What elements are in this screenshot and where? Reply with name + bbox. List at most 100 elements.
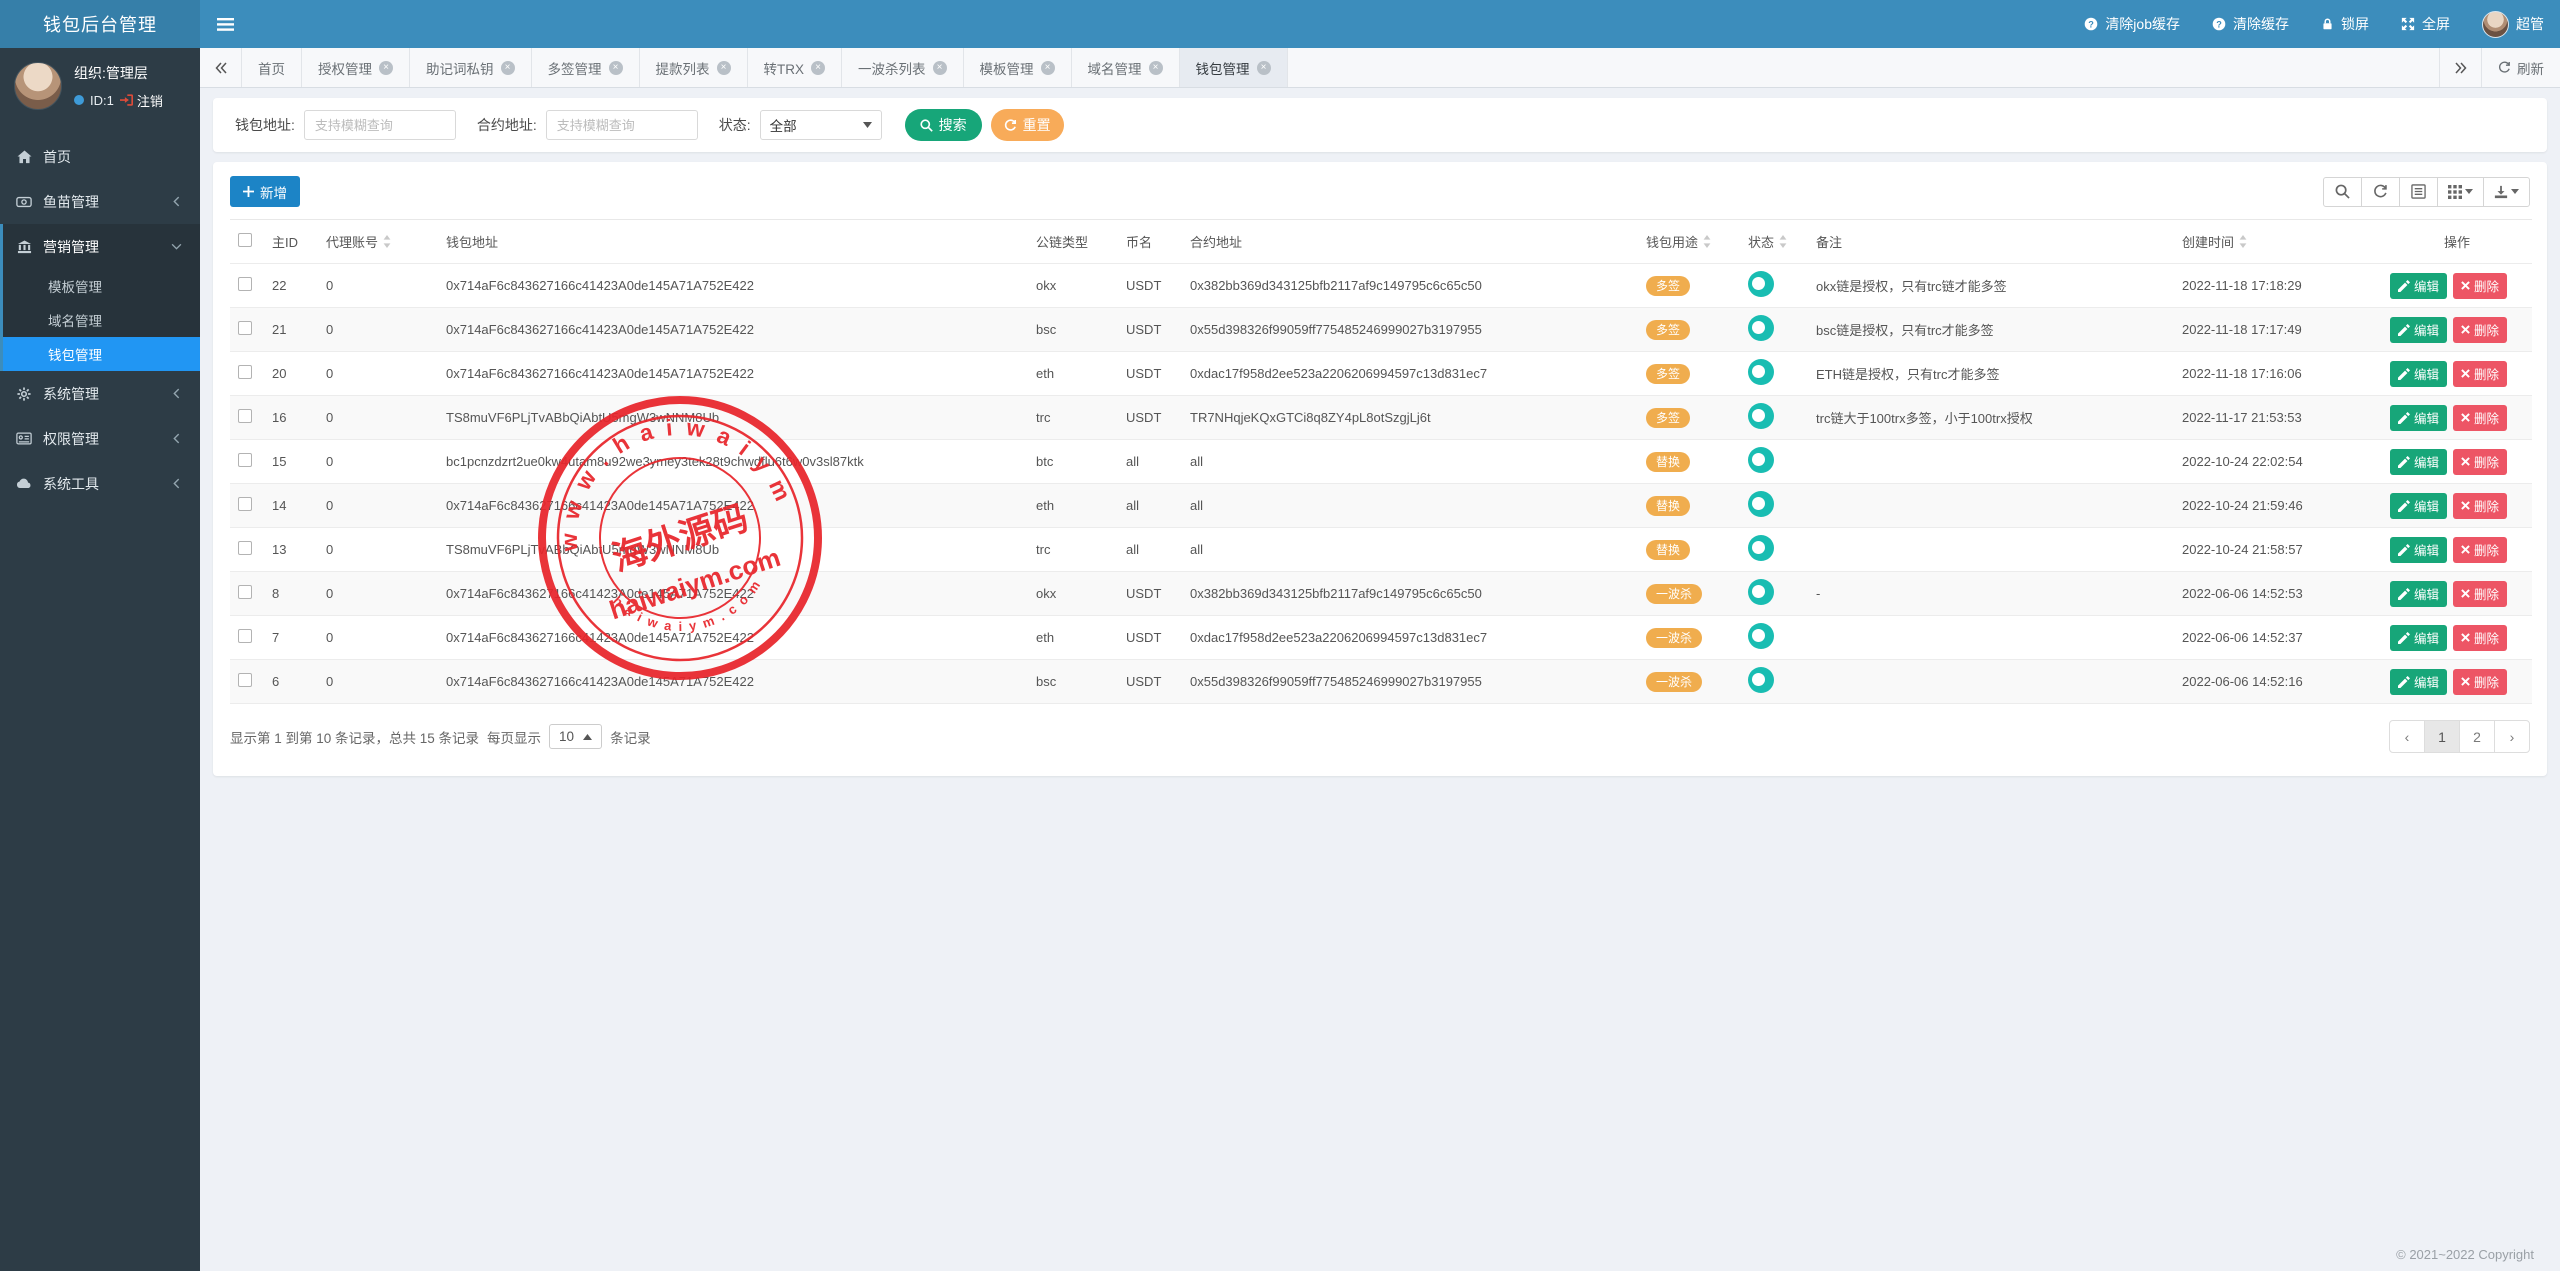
tabs-scroll-right-button[interactable] [2439, 48, 2481, 87]
table-export-button[interactable] [2483, 176, 2530, 207]
tab-2[interactable]: 授权管理 × [302, 48, 410, 87]
table-search-button[interactable] [2323, 176, 2362, 207]
table-refresh-button[interactable] [2361, 176, 2400, 207]
tab-7[interactable]: 一波杀列表 × [842, 48, 964, 87]
tab-close-icon[interactable]: × [608, 60, 623, 75]
edit-button[interactable]: 编辑 [2390, 492, 2448, 519]
status-toggle-on[interactable] [1748, 447, 1774, 473]
topbar-item-2[interactable]: ? 清除缓存 [2196, 0, 2305, 48]
edit-button[interactable]: 编辑 [2390, 448, 2448, 475]
delete-button[interactable]: 删除 [2453, 492, 2508, 519]
topbar-item-1[interactable]: ? 清除job缓存 [2068, 0, 2196, 48]
sidebar-subitem-模板管理[interactable]: 模板管理 [3, 269, 200, 303]
tab-close-icon[interactable]: × [1256, 60, 1271, 75]
sidebar-subitem-域名管理[interactable]: 域名管理 [3, 303, 200, 337]
row-checkbox[interactable] [238, 629, 252, 643]
status-toggle-on[interactable] [1748, 315, 1774, 341]
edit-button[interactable]: 编辑 [2390, 624, 2448, 651]
row-checkbox[interactable] [238, 321, 252, 335]
status-toggle-on[interactable] [1748, 579, 1774, 605]
per-page-select[interactable]: 10 [549, 724, 603, 749]
column-header-agent[interactable]: 代理账号 [318, 219, 438, 264]
status-toggle-on[interactable] [1748, 359, 1774, 385]
tab-close-icon[interactable]: × [500, 60, 515, 75]
row-checkbox[interactable] [238, 453, 252, 467]
wallet-address-input[interactable] [303, 110, 456, 140]
contract-address-input[interactable] [545, 110, 698, 140]
next-page-button[interactable]: › [2494, 720, 2530, 753]
tab-10[interactable]: 钱包管理 × [1179, 48, 1288, 87]
edit-button[interactable]: 编辑 [2390, 536, 2448, 563]
tab-4[interactable]: 多签管理 × [532, 48, 640, 87]
edit-button[interactable]: 编辑 [2390, 360, 2448, 387]
tab-close-icon[interactable]: × [716, 60, 731, 75]
row-checkbox[interactable] [238, 365, 252, 379]
status-toggle-on[interactable] [1748, 623, 1774, 649]
sidebar-item-2[interactable]: 鱼苗管理 [0, 179, 200, 224]
page-button-2[interactable]: 2 [2459, 720, 2495, 753]
edit-button[interactable]: 编辑 [2390, 272, 2448, 299]
sidebar-item-6[interactable]: 系统工具 [0, 461, 200, 506]
tab-close-icon[interactable]: × [379, 60, 393, 75]
edit-button[interactable]: 编辑 [2390, 316, 2448, 343]
table-columns-button[interactable] [2437, 176, 2484, 207]
topbar-item-3[interactable]: 锁屏 [2305, 0, 2385, 48]
delete-button[interactable]: 删除 [2453, 404, 2508, 431]
row-checkbox[interactable] [238, 497, 252, 511]
add-button[interactable]: 新增 [230, 176, 300, 207]
status-toggle-on[interactable] [1748, 271, 1774, 297]
edit-button[interactable]: 编辑 [2390, 404, 2448, 431]
tab-9[interactable]: 域名管理 × [1072, 48, 1180, 87]
status-toggle-on[interactable] [1748, 403, 1774, 429]
status-toggle-on[interactable] [1748, 667, 1774, 693]
delete-button[interactable]: 删除 [2453, 316, 2508, 343]
status-toggle-on[interactable] [1748, 491, 1774, 517]
tab-refresh-button[interactable]: 刷新 [2481, 48, 2560, 87]
topbar-item-4[interactable]: 全屏 [2385, 0, 2466, 48]
edit-button[interactable]: 编辑 [2390, 580, 2448, 607]
sidebar-item-1[interactable]: 首页 [0, 134, 200, 179]
tab-close-icon[interactable]: × [811, 60, 825, 75]
sidebar-item-4[interactable]: 系统管理 [0, 371, 200, 416]
tab-8[interactable]: 模板管理 × [964, 48, 1072, 87]
tab-close-icon[interactable]: × [1148, 60, 1163, 75]
page-button-1[interactable]: 1 [2424, 720, 2460, 753]
topbar-item-5[interactable]: 超管 [2466, 0, 2560, 48]
column-header-created[interactable]: 创建时间 [2174, 219, 2382, 264]
column-header-status[interactable]: 状态 [1740, 219, 1808, 264]
row-checkbox[interactable] [238, 541, 252, 555]
status-select[interactable]: 全部 [759, 110, 882, 140]
search-button[interactable]: 搜索 [904, 109, 982, 141]
delete-button[interactable]: 删除 [2453, 624, 2508, 651]
row-checkbox[interactable] [238, 585, 252, 599]
column-header-usage[interactable]: 钱包用途 [1638, 219, 1740, 264]
tab-1[interactable]: 首页 [242, 48, 302, 87]
edit-button[interactable]: 编辑 [2390, 668, 2448, 695]
select-all-checkbox[interactable] [238, 233, 252, 247]
logout-link[interactable]: 注销 [119, 91, 163, 110]
sidebar-item-3[interactable]: 营销管理 [3, 224, 200, 269]
row-checkbox[interactable] [238, 673, 252, 687]
sidebar-toggle-button[interactable] [200, 0, 250, 48]
tabs-scroll-left-button[interactable] [200, 48, 242, 87]
delete-button[interactable]: 删除 [2453, 580, 2508, 607]
tab-3[interactable]: 助记词私钥 × [410, 48, 532, 87]
sidebar-subitem-钱包管理[interactable]: 钱包管理 [3, 337, 200, 371]
tab-6[interactable]: 转TRX × [748, 48, 842, 87]
table-view-toggle-button[interactable] [2399, 176, 2438, 207]
prev-page-button[interactable]: ‹ [2389, 720, 2425, 753]
delete-button[interactable]: 删除 [2453, 448, 2508, 475]
delete-button[interactable]: 删除 [2453, 536, 2508, 563]
delete-button[interactable]: 删除 [2453, 360, 2508, 387]
row-checkbox[interactable] [238, 409, 252, 423]
tab-5[interactable]: 提款列表 × [640, 48, 748, 87]
sidebar-item-5[interactable]: 权限管理 [0, 416, 200, 461]
row-checkbox[interactable] [238, 277, 252, 291]
tab-close-icon[interactable]: × [932, 60, 947, 75]
reset-button[interactable]: 重置 [990, 109, 1064, 141]
refresh-icon [2498, 61, 2511, 74]
delete-button[interactable]: 删除 [2453, 272, 2508, 299]
delete-button[interactable]: 删除 [2453, 668, 2508, 695]
status-toggle-on[interactable] [1748, 535, 1774, 561]
tab-close-icon[interactable]: × [1040, 60, 1055, 75]
